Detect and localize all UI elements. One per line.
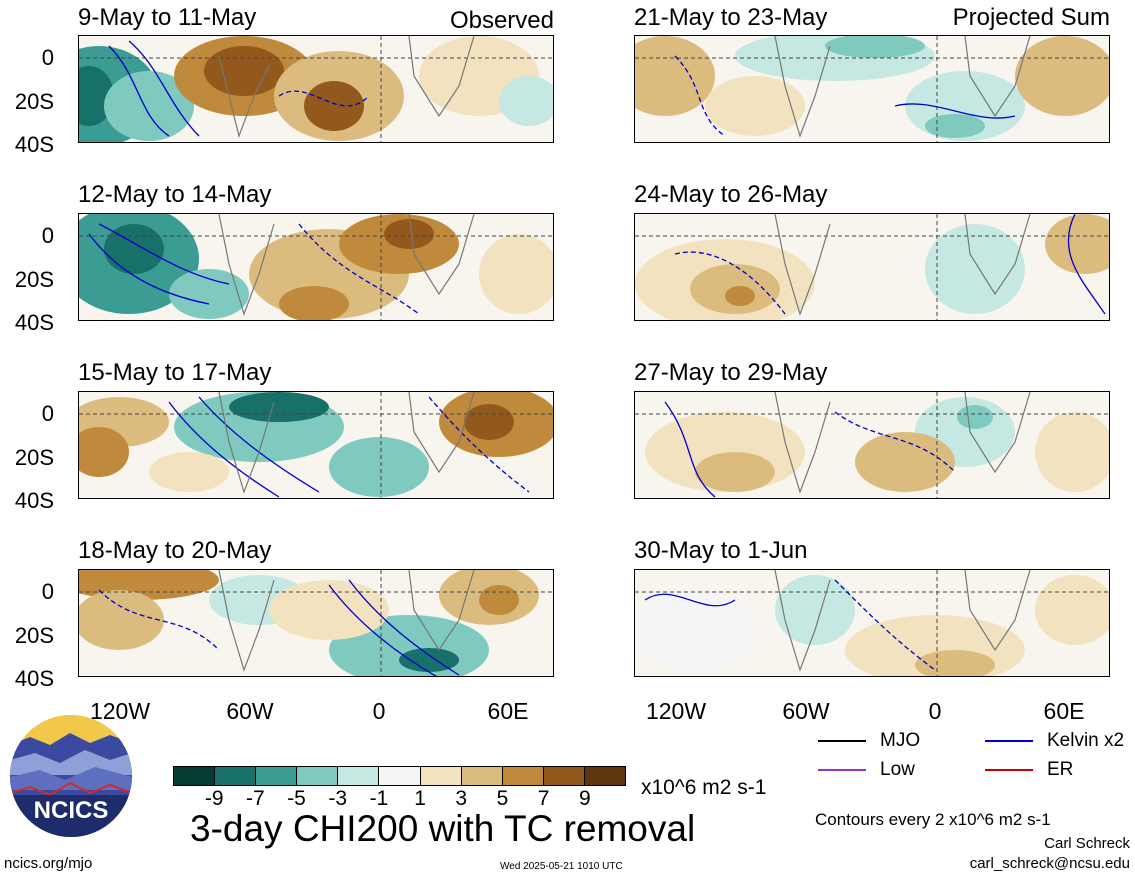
x-tick-0-right: 0 [928,698,942,724]
y-tick-0-row1: 0 [41,45,54,70]
colorbar-swatch [338,767,380,785]
x-tick-60e-left: 60E [487,698,529,724]
legend-mjo-line [818,740,866,742]
colorbar-swatch [174,767,216,785]
panel-title-left-3: 15-May to 17-May [78,359,272,386]
y-tick-0-row4: 0 [41,579,54,604]
colorbar-tick-label: -7 [246,787,265,810]
projected-sum-label: Projected Sum [952,4,1110,31]
map-panel-right-4 [634,569,1110,677]
site-url: ncics.org/mjo [4,855,93,872]
x-tick-120w-left: 120W [89,698,151,724]
colorbar-swatch [584,767,626,785]
colorbar-swatch [379,767,421,785]
y-tick-40s-row4: 40S [14,666,54,691]
panel-title-right-2: 24-May to 26-May [634,181,828,208]
y-tick-0-row2: 0 [41,223,54,248]
colorbar-tick-label: 7 [537,787,550,810]
x-tick-60e-right: 60E [1043,698,1085,724]
colorbar-ticks: -9 -7 -5 -3 -1 1 3 5 7 9 [173,788,626,812]
panel-title-right-3: 27-May to 29-May [634,359,828,386]
logo-text: NCICS [33,797,109,824]
colorbar-swatch [461,767,503,785]
legend-er-line [985,769,1033,771]
colorbar-swatch [420,767,462,785]
observed-label: Observed [449,7,554,34]
y-tick-40s-row1: 40S [14,132,54,157]
ncics-logo: NCICS [10,715,132,837]
y-tick-20s-row3: 20S [14,445,54,470]
legend-low-line [818,769,866,771]
author-email: carl_schreck@ncsu.edu [969,855,1130,872]
colorbar-units: x10^6 m2 s-1 [641,776,767,799]
colorbar-tick-label: -1 [369,787,389,810]
contour-note: Contours every 2 x10^6 m2 s-1 [815,810,1051,829]
panel-title-left-2: 12-May to 14-May [78,181,272,208]
map-panel-right-1 [634,35,1110,143]
panel-title-left-4: 18-May to 20-May [78,537,272,564]
y-tick-0-row3: 0 [41,401,54,426]
y-tick-40s-row3: 40S [14,488,54,513]
colorbar [173,766,626,786]
colorbar-swatch [215,767,257,785]
map-panel-left-1 [78,35,554,143]
x-tick-60w-left: 60W [226,698,274,724]
colorbar-tick-label: -9 [204,787,224,810]
map-panel-left-4 [78,569,554,677]
legend-mjo-label: MJO [880,730,921,751]
x-tick-120w-right: 120W [645,698,707,724]
colorbar-tick-label: 9 [578,787,591,810]
y-tick-20s-row4: 20S [14,623,54,648]
y-tick-20s-row2: 20S [14,267,54,292]
legend-low-label: Low [880,759,915,780]
x-tick-0-left: 0 [372,698,386,724]
colorbar-tick-label: -5 [287,787,306,810]
legend-kelvin-label: Kelvin x2 [1047,730,1125,751]
author: Carl Schreck [1044,835,1130,852]
colorbar-swatch [502,767,544,785]
colorbar-tick-label: 5 [496,787,509,810]
panel-title-left-1: 9-May to 11-May [78,4,257,31]
colorbar-swatch [297,767,339,785]
map-panel-right-2 [634,213,1110,321]
timestamp: Wed 2025-05-21 1010 UTC [500,861,623,872]
main-title: 3-day CHI200 with TC removal [190,808,696,849]
y-tick-20s-row1: 20S [14,89,54,114]
colorbar-tick-label: 1 [414,787,426,810]
colorbar-swatch [543,767,585,785]
colorbar-tick-label: 3 [455,787,468,810]
y-tick-40s-row2: 40S [14,310,54,335]
x-tick-60w-right: 60W [782,698,830,724]
colorbar-swatch [256,767,298,785]
legend-kelvin-line [985,740,1033,742]
panel-title-right-1: 21-May to 23-May [634,4,828,31]
map-panel-left-3 [78,391,554,499]
panel-title-right-4: 30-May to 1-Jun [634,537,808,564]
map-panel-left-2 [78,213,554,321]
legend-er-label: ER [1047,759,1074,780]
map-panel-right-3 [634,391,1110,499]
colorbar-tick-label: -3 [328,787,348,810]
